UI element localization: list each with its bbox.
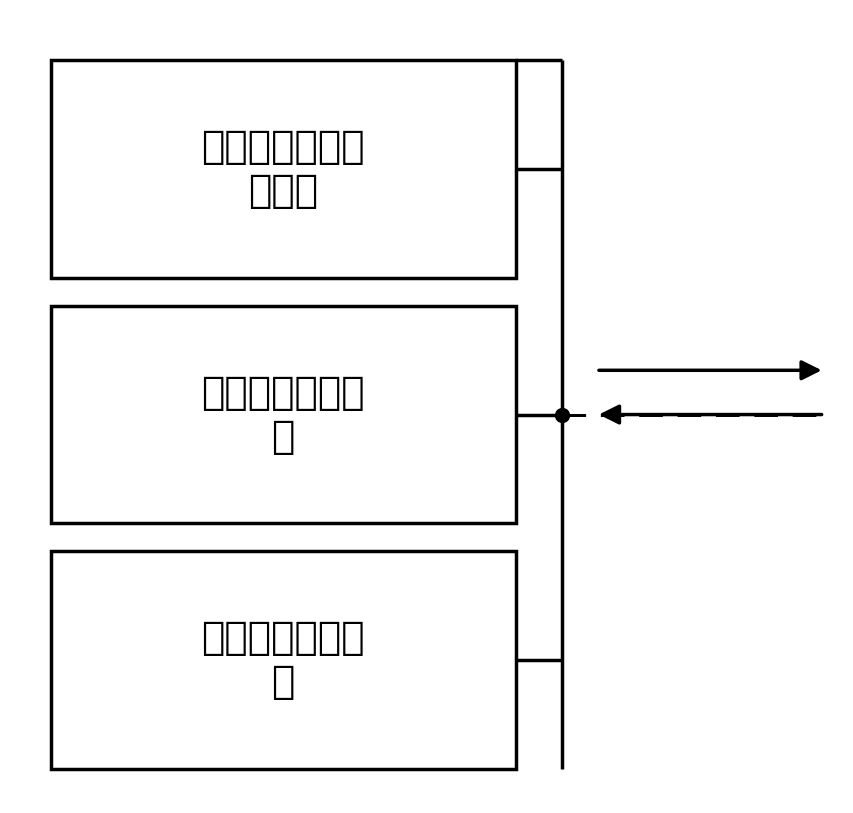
Text: 使能切换激活模
块: 使能切换激活模 块 xyxy=(201,373,364,455)
Point xyxy=(554,408,568,421)
Bar xyxy=(50,551,515,768)
Bar xyxy=(50,306,515,524)
Bar xyxy=(50,60,515,278)
Text: 切换时刻确定模
块: 切换时刻确定模 块 xyxy=(201,619,364,701)
Text: 使能切换模式获
取模块: 使能切换模式获 取模块 xyxy=(201,128,364,210)
